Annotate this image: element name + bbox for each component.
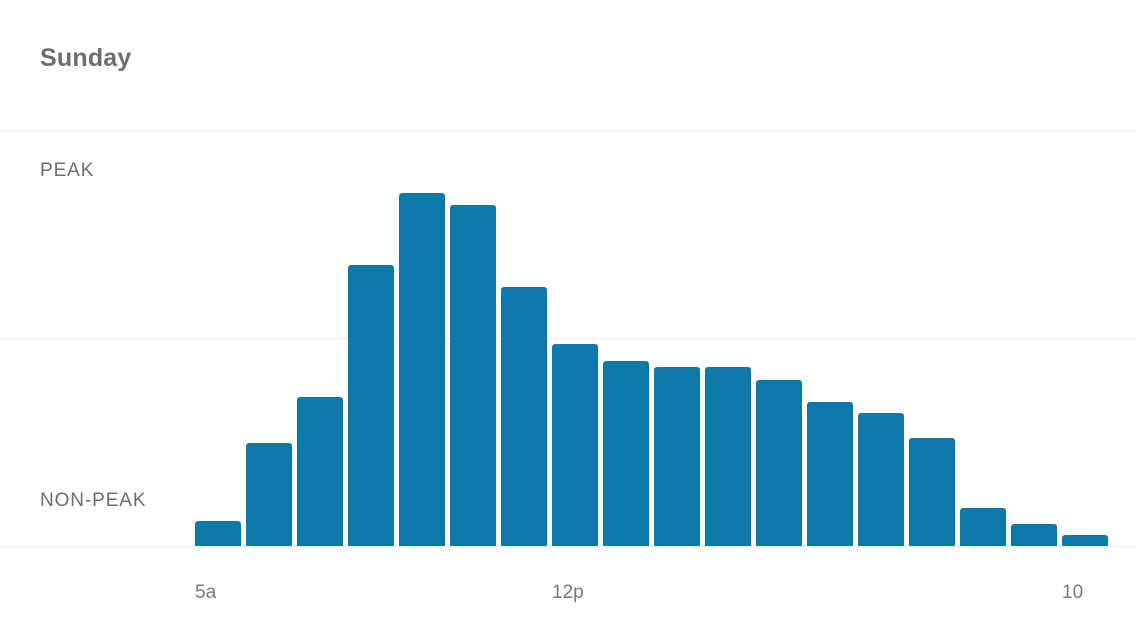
bar[interactable] xyxy=(450,205,496,546)
bar[interactable] xyxy=(195,521,241,546)
bar[interactable] xyxy=(807,402,853,546)
chart-title: Sunday xyxy=(40,44,132,72)
bar[interactable] xyxy=(705,367,751,546)
bar[interactable] xyxy=(297,397,343,546)
bar[interactable] xyxy=(246,443,292,546)
bar[interactable] xyxy=(552,344,598,546)
bar[interactable] xyxy=(960,508,1006,546)
gridline-middle xyxy=(0,338,1136,339)
gridline-top xyxy=(0,130,1136,131)
bar[interactable] xyxy=(756,380,802,546)
bar[interactable] xyxy=(603,361,649,546)
axis-baseline xyxy=(0,546,1136,547)
bar[interactable] xyxy=(909,438,955,546)
x-tick-label: 5a xyxy=(195,582,217,603)
bar[interactable] xyxy=(399,193,445,546)
bar[interactable] xyxy=(1062,535,1108,546)
bar[interactable] xyxy=(654,367,700,546)
y-band-label-peak: PEAK xyxy=(40,160,95,181)
bar[interactable] xyxy=(348,265,394,546)
bar[interactable] xyxy=(858,413,904,546)
bar[interactable] xyxy=(1011,524,1057,546)
y-band-label-non-peak: NON-PEAK xyxy=(40,490,147,511)
bar[interactable] xyxy=(501,287,547,546)
x-tick-label: 10 xyxy=(1062,582,1084,603)
x-tick-label: 12p xyxy=(552,582,584,603)
